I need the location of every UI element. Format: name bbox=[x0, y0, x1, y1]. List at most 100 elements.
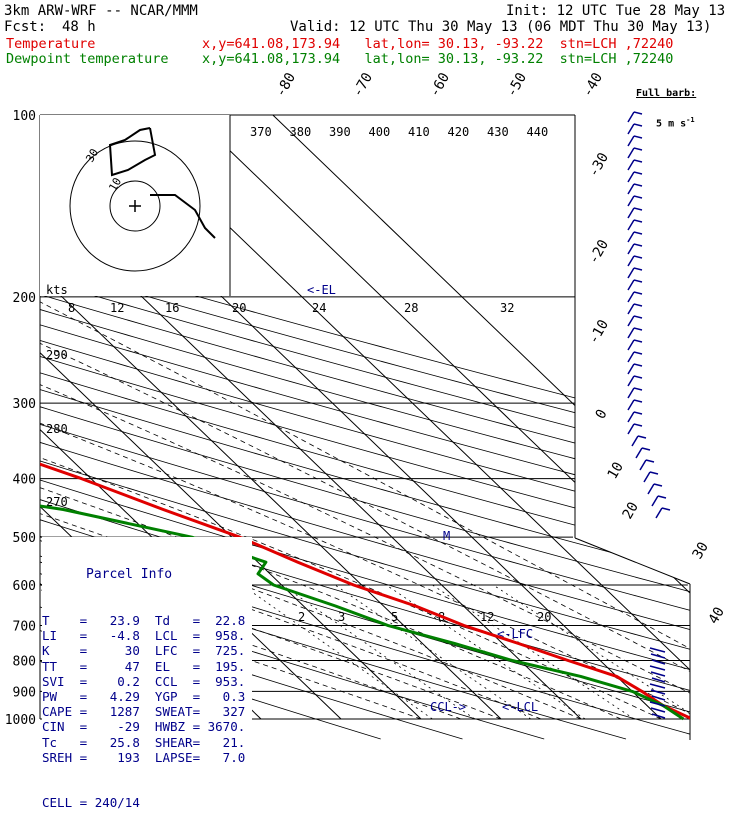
parcel-cell-value: 240/14 bbox=[94, 795, 140, 811]
parcel-param-value: 725. bbox=[207, 643, 246, 659]
wind-barb-flag bbox=[633, 411, 643, 415]
wind-barb-flag bbox=[633, 267, 643, 271]
parcel-param-name: CIN bbox=[42, 719, 80, 735]
wind-barb bbox=[650, 707, 666, 713]
parcel-param-value: 21. bbox=[207, 734, 246, 750]
parcel-param-name: LI bbox=[42, 628, 80, 644]
wind-barb bbox=[627, 387, 635, 399]
sep: = bbox=[79, 749, 95, 765]
init-time: Init: 12 UTC Tue 28 May 13 bbox=[506, 3, 726, 19]
moist-adiabat-line bbox=[40, 115, 422, 720]
parcel-param-name: LFC bbox=[154, 643, 193, 659]
parcel-param-value: 0.3 bbox=[207, 689, 246, 705]
parcel-cell-row: CELL = 240/14 bbox=[42, 795, 140, 811]
isotherm-line bbox=[192, 115, 690, 720]
wind-barb bbox=[651, 659, 666, 665]
wind-barb-flag bbox=[633, 255, 643, 259]
dry-adiabat-line bbox=[40, 115, 690, 740]
parcel-param-name: T bbox=[42, 613, 80, 629]
parcel-info-rows: T = 23.9 Td = 22.8 LI = -4.8 LCL = 958. K … bbox=[42, 613, 252, 765]
wind-barb-flag bbox=[633, 423, 643, 427]
skew-frame bbox=[574, 537, 691, 585]
parcel-param-name: Tc bbox=[42, 734, 80, 750]
temperature-tick-label: 40 bbox=[706, 604, 728, 627]
pressure-label: 900 bbox=[13, 685, 36, 700]
parcel-param-name: SHEAR bbox=[154, 734, 193, 750]
sep: = bbox=[192, 628, 208, 644]
dry-adiabat-line bbox=[40, 115, 690, 740]
parcel-cell-label: CELL bbox=[42, 795, 73, 811]
mixing-ratio-line bbox=[241, 584, 433, 720]
wind-barb-flag bbox=[633, 291, 643, 295]
wind-barb bbox=[627, 195, 635, 207]
mixing-ratio-label: 20 bbox=[537, 610, 551, 624]
dewpoint-station-info: x,y=641.08,173.94 lat,lon= 30.13, -93.22… bbox=[202, 51, 674, 67]
pressure-label: 800 bbox=[13, 654, 36, 669]
wind-barb bbox=[627, 219, 635, 231]
parcel-info-row: CAPE = 1287 SWEAT= 327 bbox=[42, 704, 252, 719]
wind-barb bbox=[627, 327, 635, 339]
parcel-param-name: Td bbox=[154, 613, 193, 629]
sep: = bbox=[192, 673, 208, 689]
parcel-info-row: CIN = -29 HWBZ = 3670. bbox=[42, 719, 252, 734]
sep: = bbox=[192, 613, 208, 629]
wind-barb bbox=[627, 255, 635, 267]
parcel-param-value: 22.8 bbox=[207, 613, 246, 629]
pressure-label: 600 bbox=[13, 579, 36, 594]
sp bbox=[140, 735, 155, 750]
wind-barb bbox=[643, 471, 651, 483]
dry-adiabat-line bbox=[40, 115, 690, 740]
mixing-ratio-label: 12 bbox=[110, 301, 124, 315]
parcel-param-name: CCL bbox=[154, 673, 193, 689]
mixing-ratio-label: 28 bbox=[404, 301, 418, 315]
wind-barb-flag bbox=[633, 279, 643, 283]
wind-barb bbox=[650, 653, 666, 659]
sp bbox=[140, 719, 155, 734]
sep: = bbox=[79, 643, 95, 659]
wind-barb bbox=[651, 677, 666, 683]
sep: = bbox=[79, 689, 95, 705]
sep: = bbox=[192, 719, 208, 735]
theta-label: 420 bbox=[448, 125, 470, 139]
dry-adiabat-line bbox=[40, 115, 690, 740]
moist-adiabat-line bbox=[40, 115, 662, 720]
parcel-param-name: HWBZ bbox=[154, 719, 193, 735]
wind-barb bbox=[650, 671, 666, 677]
wind-barb bbox=[651, 713, 666, 719]
sp bbox=[140, 750, 155, 765]
wind-barb bbox=[650, 689, 666, 695]
profile-annotation: CCL-> bbox=[430, 700, 466, 714]
sep: = bbox=[192, 689, 208, 705]
barb-legend-speed: 5 m s bbox=[656, 118, 687, 130]
temperature-legend: Temperature bbox=[6, 36, 96, 52]
wind-barb bbox=[627, 363, 635, 375]
pressure-label: 500 bbox=[13, 531, 36, 546]
parcel-param-value: 193 bbox=[94, 749, 140, 765]
wind-barb-flag bbox=[633, 243, 643, 247]
temperature-tick-label: 10 bbox=[605, 459, 627, 482]
parcel-param-value: 953. bbox=[207, 673, 246, 689]
dry-adiabat-line bbox=[40, 115, 690, 740]
theta-label: 430 bbox=[487, 125, 509, 139]
wind-barb bbox=[627, 411, 635, 423]
wind-barb-flag bbox=[633, 351, 643, 355]
parcel-param-value: 327 bbox=[207, 704, 246, 720]
wind-barb bbox=[655, 507, 663, 519]
dry-adiabat-line bbox=[40, 115, 690, 740]
parcel-param-name: SREH bbox=[42, 749, 80, 765]
wind-barb-flag bbox=[633, 399, 643, 403]
isotherm-line bbox=[40, 115, 502, 720]
wind-barb bbox=[627, 159, 635, 171]
temperature-tick-label: 20 bbox=[620, 499, 642, 522]
hodograph-units: kts bbox=[46, 283, 68, 297]
profile-annotation: M bbox=[443, 529, 450, 543]
parcel-param-value: 1287 bbox=[94, 704, 140, 720]
sep: = bbox=[192, 658, 208, 674]
wind-barb bbox=[639, 459, 647, 471]
wind-barb-flag bbox=[633, 231, 643, 235]
parcel-param-value: 7.0 bbox=[207, 749, 246, 765]
moist-adiabat-line bbox=[40, 115, 690, 720]
theta-e-label: 290 bbox=[46, 348, 68, 362]
wind-barb bbox=[627, 183, 635, 195]
sp bbox=[140, 674, 155, 689]
